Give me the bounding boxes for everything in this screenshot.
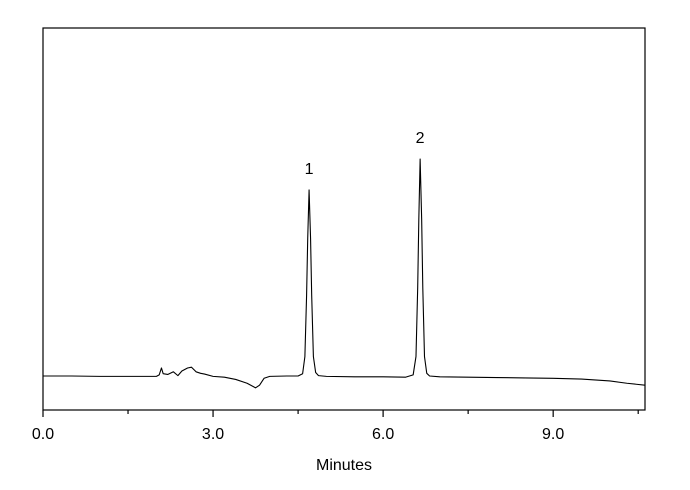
x-axis-label: Minutes bbox=[316, 457, 372, 474]
chromatogram-line bbox=[43, 158, 646, 389]
x-tick-label: 6.0 bbox=[372, 426, 394, 443]
plot-frame bbox=[42, 27, 646, 411]
x-tick-label: 0.0 bbox=[32, 426, 54, 443]
peak-label: 1 bbox=[305, 161, 314, 178]
x-tick-label: 9.0 bbox=[542, 426, 564, 443]
x-tick-label: 3.0 bbox=[202, 426, 224, 443]
peak-label: 2 bbox=[416, 130, 425, 147]
